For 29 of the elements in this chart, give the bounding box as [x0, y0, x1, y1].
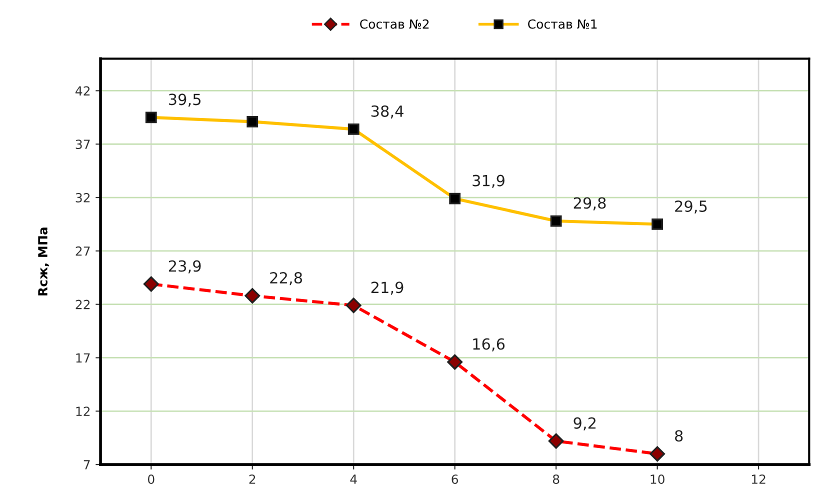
x-tick-label: 6 [452, 474, 458, 484]
y-tick-label: 32 [76, 193, 90, 202]
y-tick-label: 17 [76, 353, 90, 362]
data-label: 8 [675, 430, 683, 442]
y-tick-label: 37 [76, 140, 90, 150]
x-tick-label: 10 [650, 474, 664, 484]
data-label: 9,2 [574, 417, 596, 430]
data-label: 38,4 [371, 105, 404, 118]
y-tick-label: 7 [84, 460, 90, 470]
data-label: 22,8 [270, 272, 302, 286]
y-axis-title: Rсж, МПа [38, 228, 50, 296]
data-label: 23,9 [168, 260, 201, 274]
x-tick-label: 8 [552, 474, 560, 484]
legend-label: Состав №2 [360, 19, 429, 29]
legend-label: Состав №1 [528, 19, 597, 29]
x-tick-label: 2 [249, 474, 256, 484]
data-label: 16,6 [473, 338, 505, 352]
data-label: 29,8 [574, 197, 606, 210]
data-label: 29,5 [675, 200, 707, 214]
y-tick-label: 12 [76, 406, 90, 416]
y-tick-label: 42 [76, 86, 90, 96]
x-tick-label: 0 [148, 474, 154, 484]
y-tick-label: 27 [76, 246, 90, 256]
data-label: 21,9 [371, 282, 404, 295]
data-label: 31,9 [472, 174, 504, 188]
y-tick-label: 22 [76, 300, 90, 310]
x-tick-label: 4 [350, 474, 357, 484]
x-tick-label: 12 [752, 474, 766, 484]
data-label: 39,5 [168, 94, 200, 107]
